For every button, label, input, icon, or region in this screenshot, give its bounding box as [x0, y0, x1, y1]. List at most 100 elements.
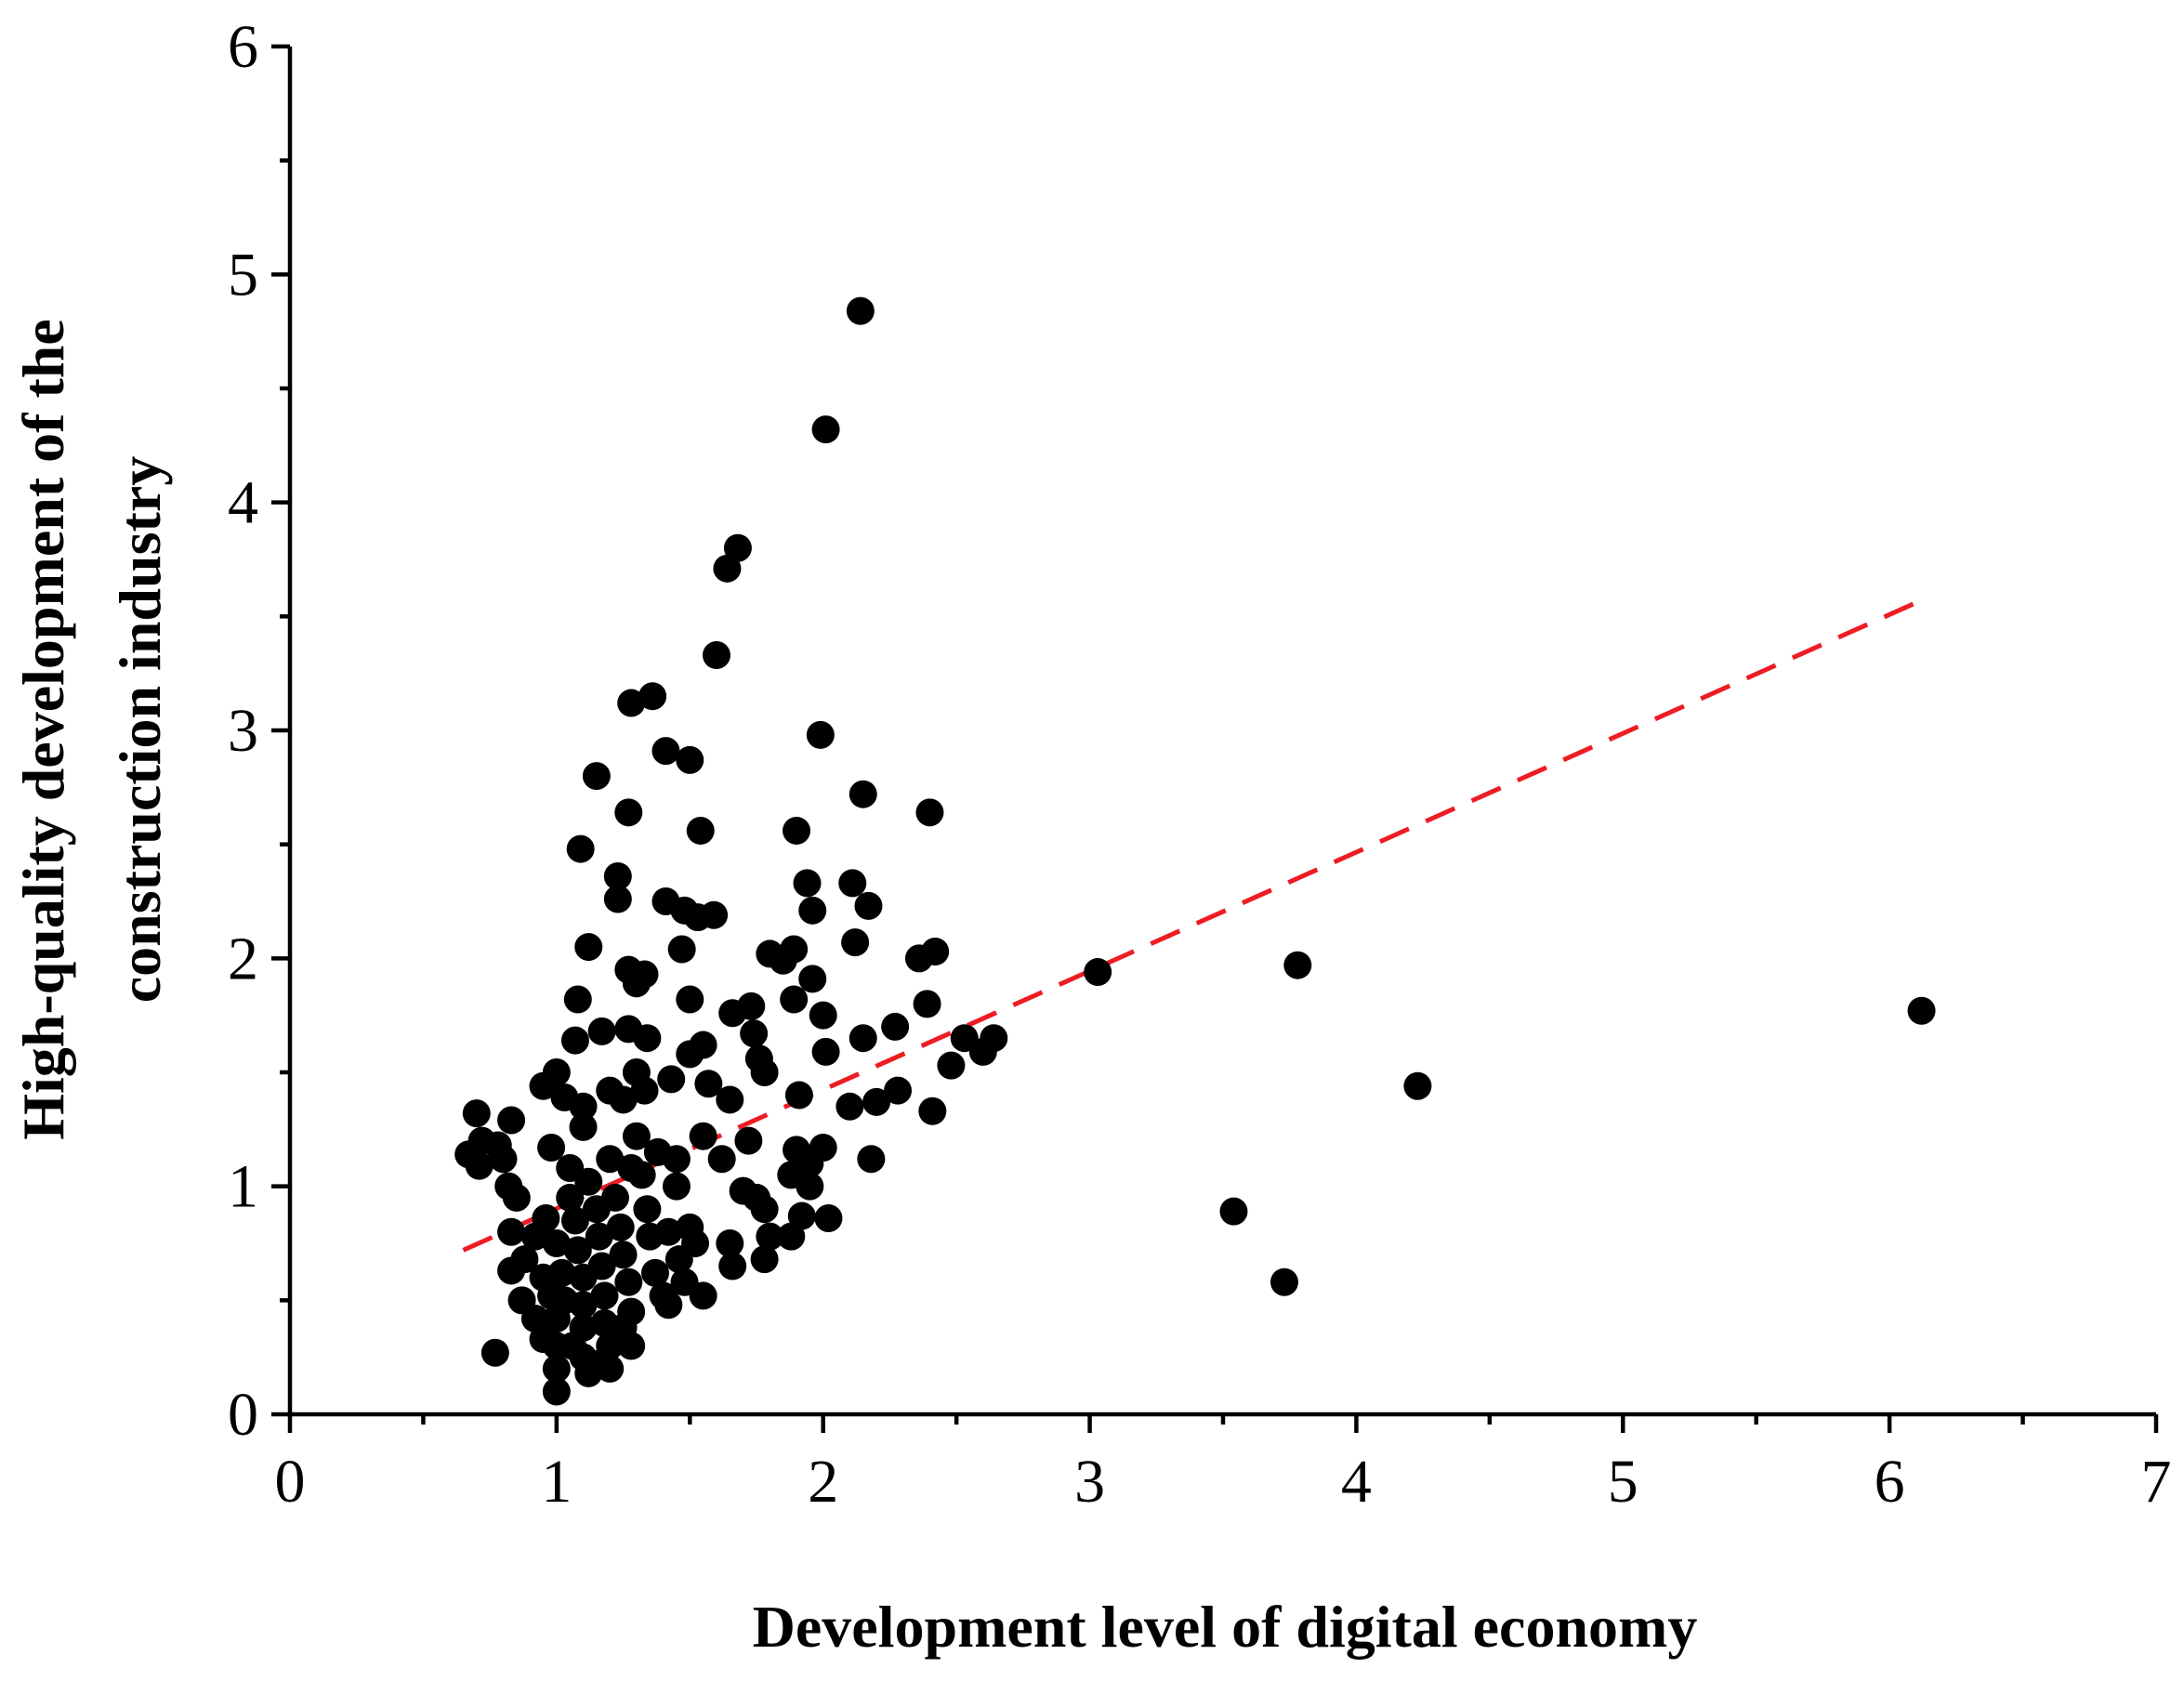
data-point [640, 1258, 669, 1287]
y-tick-label: 5 [228, 241, 258, 309]
data-point [777, 1222, 806, 1251]
y-axis-title-line-2: construction industry [107, 456, 173, 1004]
data-point [689, 1122, 717, 1150]
data-point [686, 816, 715, 845]
data-point [734, 1126, 763, 1155]
data-point [622, 1122, 651, 1150]
data-point [783, 816, 811, 845]
data-point [556, 1183, 585, 1212]
x-axis-title: Development level of digital economy [753, 1594, 1698, 1660]
data-point [862, 1087, 891, 1116]
data-point [806, 720, 835, 749]
data-point [609, 1313, 638, 1342]
y-axis-title-line-1: High-quality development of the [10, 319, 76, 1140]
y-tick-label: 3 [228, 697, 258, 765]
data-point [529, 1071, 558, 1100]
data-point [574, 933, 603, 962]
data-point [835, 1092, 864, 1121]
data-point [881, 1012, 910, 1041]
data-point [716, 1085, 744, 1114]
data-point [811, 1037, 840, 1066]
data-point [814, 1204, 843, 1233]
data-point [884, 1076, 913, 1105]
data-point [596, 1354, 625, 1383]
data-point [596, 1145, 625, 1174]
data-point [649, 1281, 678, 1310]
data-point [676, 1040, 704, 1069]
data-point [569, 1291, 598, 1320]
data-point [787, 1202, 816, 1230]
data-point [718, 1252, 747, 1280]
data-point [915, 798, 944, 827]
y-axis-ticks: 0 1 2 3 4 5 6 [228, 13, 290, 1449]
data-point [657, 1065, 686, 1094]
x-tick-label: 6 [1875, 1448, 1905, 1516]
data-point [617, 689, 646, 717]
data-point [667, 935, 696, 964]
data-point [694, 1070, 723, 1098]
data-point [654, 1217, 683, 1246]
data-point [563, 1236, 592, 1265]
data-point [585, 1222, 613, 1251]
data-point [633, 1195, 662, 1224]
data-point [560, 1026, 589, 1055]
data-point [617, 1154, 646, 1183]
data-point [614, 1267, 643, 1296]
data-point [556, 1154, 585, 1183]
data-point [542, 1304, 571, 1333]
data-point [662, 1172, 691, 1201]
data-point [921, 937, 950, 965]
data-point [502, 1183, 531, 1212]
data-point [796, 1172, 824, 1201]
x-tick-label: 7 [2141, 1448, 2172, 1516]
data-point [968, 1037, 997, 1066]
data-point [1283, 951, 1312, 979]
data-point [614, 798, 643, 827]
data-point [846, 296, 875, 325]
data-point [569, 1092, 598, 1121]
data-point [622, 969, 651, 998]
data-point [587, 1017, 616, 1045]
data-point [1403, 1071, 1432, 1100]
data-point [609, 1085, 638, 1114]
data-point [707, 1145, 736, 1174]
data-point [537, 1133, 566, 1162]
data-point [676, 985, 704, 1014]
data-point [937, 1051, 966, 1080]
data-point [854, 891, 883, 920]
x-axis-ticks: 0 1 2 3 4 5 6 7 [275, 1414, 2172, 1516]
points-layer [454, 296, 1936, 1406]
data-point [1084, 958, 1112, 987]
data-point [489, 1145, 518, 1174]
data-point [740, 1019, 769, 1048]
data-point [480, 1338, 509, 1367]
data-point [638, 682, 667, 711]
data-point [716, 1229, 744, 1257]
data-point [587, 1252, 616, 1280]
data-point [465, 1151, 493, 1180]
data-point [670, 1267, 699, 1296]
data-point [582, 762, 611, 791]
y-tick-label: 1 [228, 1153, 258, 1221]
data-point [497, 1256, 526, 1285]
x-tick-label: 5 [1608, 1448, 1638, 1516]
data-point [1270, 1267, 1298, 1296]
data-point [633, 1024, 662, 1053]
data-point [662, 1145, 691, 1174]
y-tick-label: 6 [228, 13, 258, 81]
data-point [1219, 1197, 1248, 1226]
data-point [857, 1145, 886, 1174]
data-point [497, 1217, 526, 1246]
data-point [700, 900, 729, 929]
data-point [718, 999, 747, 1028]
data-point [809, 1001, 837, 1030]
data-point [563, 985, 592, 1014]
data-point [750, 1195, 779, 1224]
data-point [603, 862, 632, 891]
data-point [849, 1024, 877, 1053]
x-tick-label: 0 [275, 1448, 306, 1516]
data-point [769, 946, 797, 975]
data-point [729, 1176, 757, 1205]
x-tick-label: 4 [1341, 1448, 1372, 1516]
